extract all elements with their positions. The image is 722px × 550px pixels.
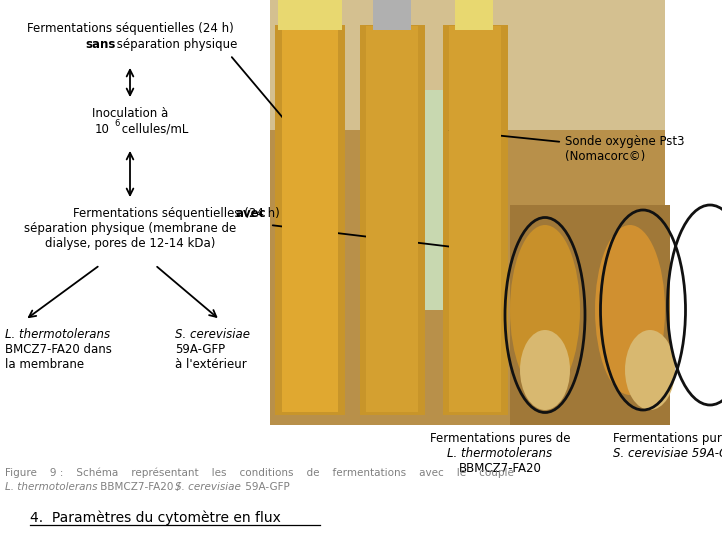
Bar [278, 0, 342, 30]
Text: BMCZ7-FA20 dans: BMCZ7-FA20 dans [5, 343, 112, 356]
Bar [510, 205, 670, 425]
Text: S. cerevisiae 59A-G: S. cerevisiae 59A-G [613, 447, 722, 460]
Text: 10: 10 [95, 123, 110, 136]
Text: L. thermotolerans: L. thermotolerans [5, 482, 97, 492]
Text: la membrane: la membrane [5, 358, 84, 371]
Text: Figure    9 :    Schéma    représentant    les    conditions    de    fermentati: Figure 9 : Schéma représentant les condi… [5, 468, 514, 478]
Ellipse shape [595, 225, 665, 395]
Bar [270, 0, 665, 130]
Bar [373, 0, 411, 30]
Text: 59A-GFP: 59A-GFP [242, 482, 290, 492]
Bar [366, 26, 418, 412]
Text: L. thermotolerans: L. thermotolerans [5, 328, 110, 341]
Text: (Nomacorc©): (Nomacorc©) [565, 150, 645, 163]
Bar [282, 25, 338, 412]
Text: séparation physique (membrane de: séparation physique (membrane de [24, 222, 236, 235]
Text: cellules/mL: cellules/mL [118, 123, 188, 136]
Bar [275, 25, 345, 415]
Bar [443, 25, 508, 415]
Text: BBMCZ7-FA20: BBMCZ7-FA20 [458, 462, 542, 475]
Text: Fermentations séquentielles (24 h): Fermentations séquentielles (24 h) [27, 22, 233, 35]
Text: dialyse, pores de 12-14 kDa): dialyse, pores de 12-14 kDa) [45, 237, 215, 250]
Text: BBMCZ7-FA20 /: BBMCZ7-FA20 / [97, 482, 183, 492]
Text: L. thermotolerans: L. thermotolerans [448, 447, 552, 460]
Text: sans: sans [85, 38, 116, 51]
Text: avec: avec [235, 207, 266, 220]
Bar [455, 0, 493, 30]
Text: S. cerevisiae: S. cerevisiae [175, 482, 241, 492]
Bar [420, 90, 500, 310]
Text: S. cerevisiae: S. cerevisiae [175, 328, 250, 341]
Text: 6: 6 [114, 119, 119, 128]
Text: séparation physique: séparation physique [113, 38, 238, 51]
Text: Fermentations pures de: Fermentations pures de [430, 432, 570, 445]
Text: 59A-GFP: 59A-GFP [175, 343, 225, 356]
Text: Fermentations pure: Fermentations pure [613, 432, 722, 445]
Ellipse shape [510, 225, 580, 395]
Text: Inoculation à: Inoculation à [92, 107, 168, 120]
Bar [449, 26, 501, 412]
Bar [360, 25, 425, 415]
Text: Sonde oxygène Pst3: Sonde oxygène Pst3 [565, 135, 684, 148]
Ellipse shape [520, 330, 570, 410]
Ellipse shape [625, 330, 675, 410]
Text: 4.  Paramètres du cytomètre en flux: 4. Paramètres du cytomètre en flux [30, 510, 281, 525]
Bar [270, 5, 665, 425]
Text: Fermentations séquentielles (24 h): Fermentations séquentielles (24 h) [73, 207, 284, 220]
Text: à l'extérieur: à l'extérieur [175, 358, 247, 371]
